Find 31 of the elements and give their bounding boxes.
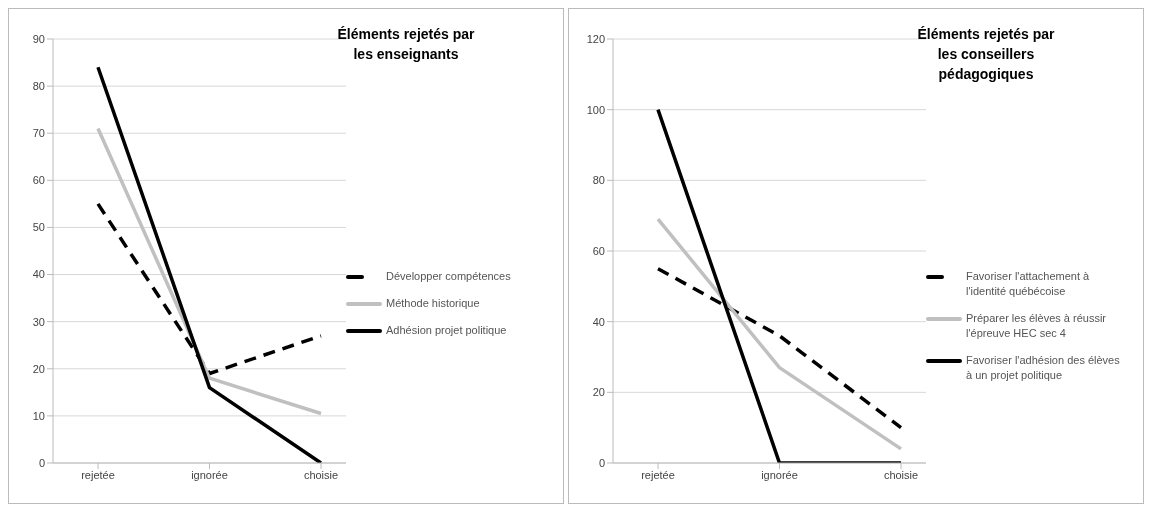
x-tick-label: rejetée bbox=[641, 468, 675, 481]
y-tick-label: 10 bbox=[32, 409, 45, 422]
x-tick-label: rejetée bbox=[81, 468, 115, 481]
y-tick-label: 50 bbox=[32, 221, 45, 234]
y-tick-label: 20 bbox=[592, 386, 605, 399]
y-tick-label: 20 bbox=[32, 362, 45, 375]
y-tick-label: 60 bbox=[32, 174, 45, 187]
y-tick-label: 80 bbox=[592, 174, 605, 187]
y-tick-label: 70 bbox=[32, 127, 45, 140]
x-tick-label: choisie bbox=[883, 468, 919, 481]
y-tick-label: 120 bbox=[586, 32, 605, 45]
legend-label: Développer compétences bbox=[386, 269, 511, 284]
y-tick-label: 100 bbox=[586, 103, 605, 116]
legend-label: Favoriser l'adhésion des élèves à un projet politique bbox=[966, 353, 1121, 383]
text: Éléments rejetés par les enseignants bbox=[337, 26, 476, 62]
text: Éléments rejetés par les conseillers pédagogiques bbox=[917, 26, 1056, 82]
x-tick-label: ignorée bbox=[191, 468, 228, 481]
y-tick-label: 40 bbox=[592, 315, 605, 328]
legend-label: Méthode historique bbox=[386, 296, 480, 311]
y-tick-label: 80 bbox=[32, 80, 45, 93]
legend-label: Préparer les élèves à réussir l'épreuve HEC sec 4 bbox=[966, 311, 1107, 341]
y-tick-label: 40 bbox=[32, 268, 45, 281]
x-tick-label: choisie bbox=[303, 468, 339, 481]
y-tick-label: 90 bbox=[32, 32, 45, 45]
y-tick-label: 0 bbox=[38, 456, 45, 469]
y-tick-label: 30 bbox=[32, 315, 45, 328]
y-tick-label: 0 bbox=[598, 456, 605, 469]
x-tick-label: ignorée bbox=[761, 468, 798, 481]
legend-label: Favoriser l'attachement à l'identité québécoise bbox=[966, 269, 1091, 299]
legend-label: Adhésion projet politique bbox=[386, 323, 507, 338]
y-tick-label: 60 bbox=[592, 244, 605, 257]
